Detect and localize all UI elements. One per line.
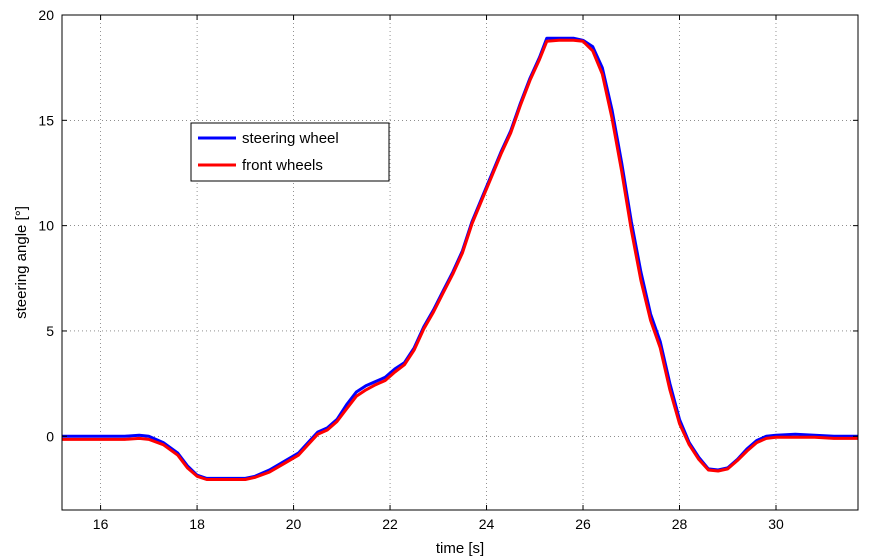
- x-tick-label: 20: [286, 516, 302, 532]
- series-layer: [62, 36, 858, 481]
- legend-label-steering-wheel: steering wheel: [242, 130, 339, 147]
- axis-ticks: 16 18 20 22 24 26 28 30 0 5 10 15 20: [38, 7, 858, 532]
- x-tick-label: 26: [575, 516, 591, 532]
- x-tick-label: 22: [382, 516, 398, 532]
- legend-box: [190, 122, 390, 182]
- y-tick-label: 20: [38, 7, 54, 23]
- x-tick-label: 18: [189, 516, 205, 532]
- x-tick-label: 28: [672, 516, 688, 532]
- y-tick-label: 10: [38, 218, 54, 234]
- x-tick-label: 30: [768, 516, 784, 532]
- legend: steering wheel front wheels: [190, 122, 390, 182]
- grid: [62, 14, 858, 510]
- x-tick-label: 24: [479, 516, 495, 532]
- y-axis-label: steering angle [°]: [13, 206, 30, 319]
- legend-label-front-wheels: front wheels: [242, 157, 323, 174]
- y-tick-label: 15: [38, 112, 54, 128]
- plot-area-frame: [61, 14, 859, 511]
- x-axis-label: time [s]: [436, 540, 484, 557]
- x-tick-label: 16: [93, 516, 109, 532]
- y-tick-label: 5: [46, 323, 54, 339]
- series-line-front-wheels: [62, 38, 858, 481]
- y-tick-label: 0: [46, 428, 54, 444]
